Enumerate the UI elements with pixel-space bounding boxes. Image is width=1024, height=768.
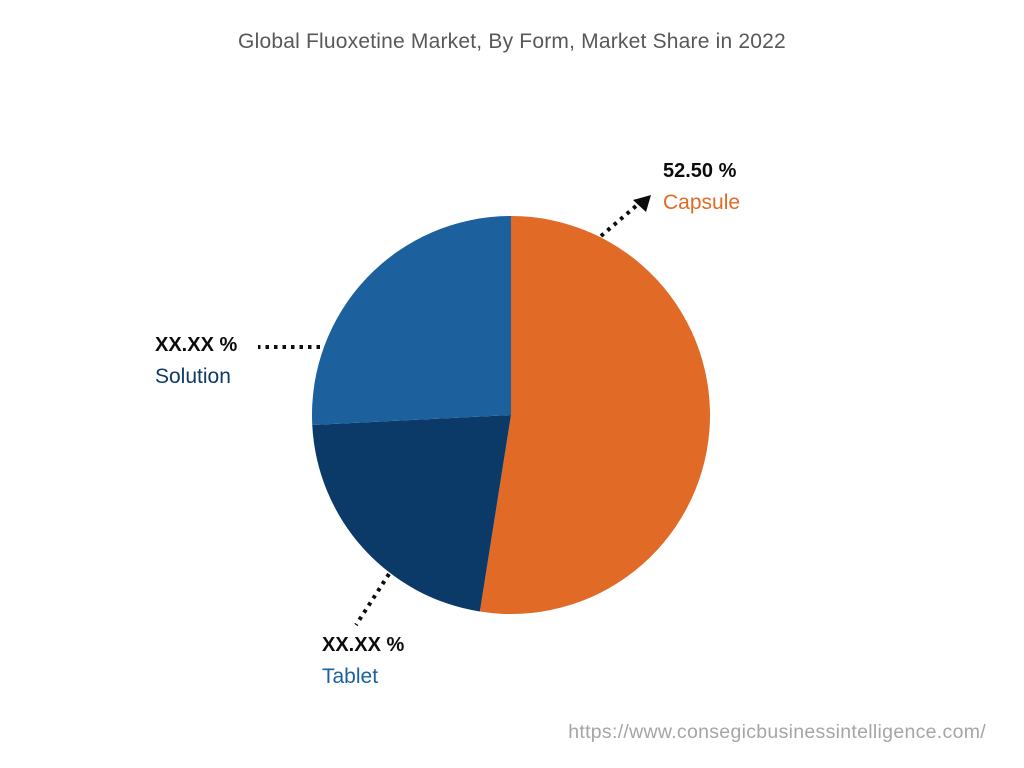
solution-name: Solution bbox=[155, 365, 231, 388]
leader-lines bbox=[258, 195, 651, 627]
source-url: https://www.consegicbusinessintelligence… bbox=[568, 721, 986, 743]
tablet-leader-line bbox=[354, 572, 391, 627]
capsule-label: 52.50 % Capsule bbox=[663, 158, 740, 215]
solution-value: XX.XX % bbox=[155, 334, 238, 356]
capsule-arrowhead-icon bbox=[633, 195, 651, 212]
capsule-name: Capsule bbox=[663, 191, 741, 214]
tablet-value: XX.XX % bbox=[322, 634, 405, 656]
tablet-name: Tablet bbox=[322, 665, 379, 688]
pie-slices bbox=[311, 216, 711, 614]
chart-title: Global Fluoxetine Market, By Form, Marke… bbox=[238, 30, 786, 53]
capsule-value: 52.50 % bbox=[663, 160, 737, 182]
tablet-label: XX.XX % Tablet bbox=[322, 632, 404, 689]
pie-slice-tablet bbox=[312, 415, 511, 612]
pie-slice-capsule bbox=[479, 216, 711, 614]
capsule-leader-line bbox=[599, 204, 638, 238]
solution-label: XX.XX % Solution bbox=[155, 332, 237, 389]
pie-slice-solution bbox=[311, 216, 511, 425]
